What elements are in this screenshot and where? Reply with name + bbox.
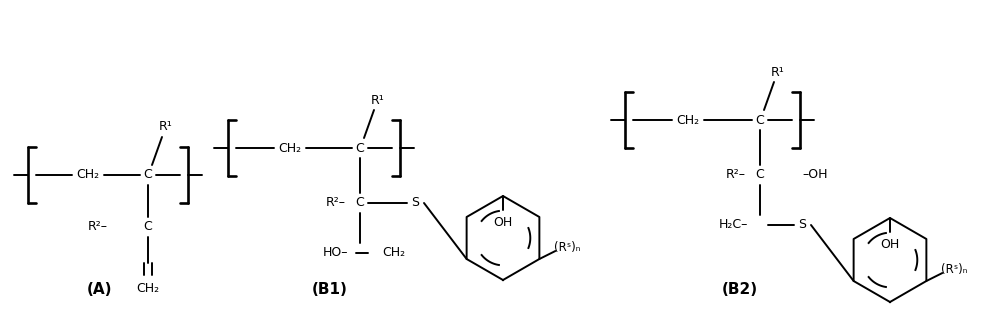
Text: C: C bbox=[356, 197, 364, 209]
Text: CH₂: CH₂ bbox=[382, 247, 405, 259]
Text: C: C bbox=[756, 168, 764, 182]
Text: CH₂: CH₂ bbox=[676, 114, 700, 126]
Text: R²–: R²– bbox=[326, 197, 346, 209]
Text: HO–: HO– bbox=[322, 247, 348, 259]
Text: (B1): (B1) bbox=[312, 283, 348, 297]
Text: R¹: R¹ bbox=[159, 121, 173, 134]
Text: C: C bbox=[144, 220, 152, 233]
Text: CH₂: CH₂ bbox=[76, 168, 100, 182]
Text: R¹: R¹ bbox=[771, 65, 785, 79]
Text: (Rˢ)ₙ: (Rˢ)ₙ bbox=[941, 263, 968, 275]
Text: CH₂: CH₂ bbox=[136, 283, 160, 295]
Text: C: C bbox=[144, 168, 152, 182]
Text: R²–: R²– bbox=[88, 220, 108, 233]
Text: (B2): (B2) bbox=[722, 283, 758, 297]
Text: CH₂: CH₂ bbox=[278, 141, 302, 155]
Text: OH: OH bbox=[493, 215, 513, 228]
Text: S: S bbox=[798, 218, 806, 232]
Text: H₂C–: H₂C– bbox=[719, 218, 748, 232]
Text: –OH: –OH bbox=[802, 168, 828, 182]
Text: (Rˢ)ₙ: (Rˢ)ₙ bbox=[554, 240, 581, 254]
Text: C: C bbox=[356, 141, 364, 155]
Text: S: S bbox=[411, 197, 419, 209]
Text: R²–: R²– bbox=[726, 168, 746, 182]
Text: R¹: R¹ bbox=[371, 94, 385, 106]
Text: (A): (A) bbox=[87, 283, 113, 297]
Text: C: C bbox=[756, 114, 764, 126]
Text: OH: OH bbox=[880, 238, 900, 250]
